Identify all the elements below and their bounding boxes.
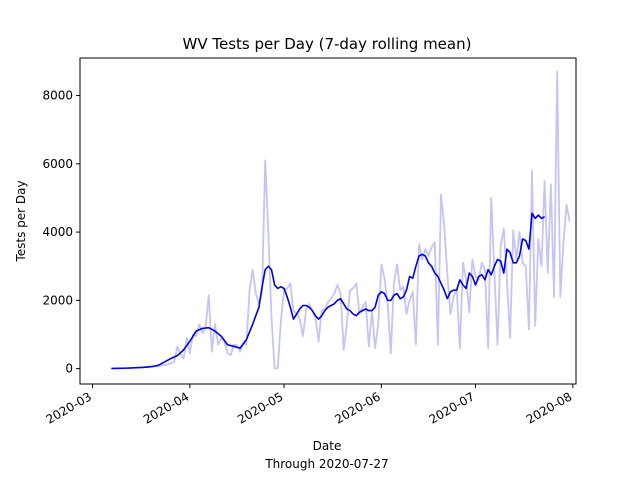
plot-area-frame	[79, 57, 577, 385]
y-tick-label: 6000	[42, 157, 73, 171]
y-tick-label: 8000	[42, 89, 73, 103]
y-tick-label: 2000	[42, 293, 73, 307]
y-axis-label: Tests per Day	[14, 180, 28, 262]
x-axis-label: Date	[313, 439, 342, 453]
y-tick-label: 4000	[42, 225, 73, 239]
x-axis-sublabel: Through 2020-07-27	[264, 457, 388, 471]
series-layer	[111, 70, 571, 370]
y-tick-label: 0	[65, 362, 73, 376]
chart-title: WV Tests per Day (7-day rolling mean)	[183, 35, 472, 53]
series-rolling-mean-line	[111, 212, 545, 370]
y-axis: 0 2000 4000 6000 8000	[42, 89, 80, 376]
